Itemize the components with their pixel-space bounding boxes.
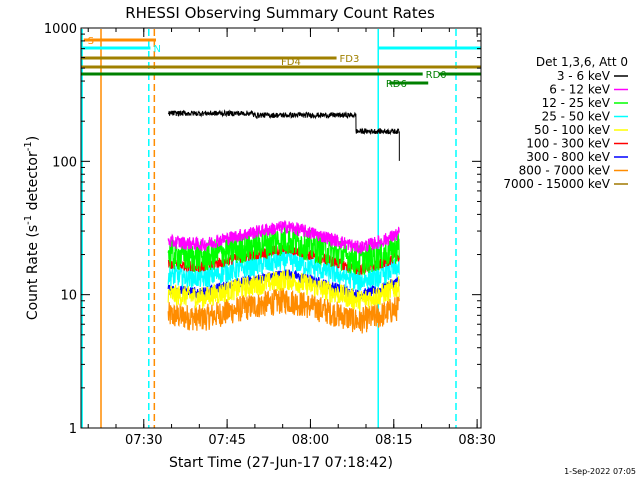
series-line xyxy=(167,287,400,334)
legend-entry-label: 50 - 100 keV xyxy=(534,123,611,137)
flag-label: S xyxy=(88,36,94,47)
x-tick-label: 08:15 xyxy=(375,433,412,448)
series-line xyxy=(167,269,400,312)
y-tick-label: 10 xyxy=(60,289,77,304)
series-line xyxy=(167,220,400,254)
legend-entry-label: 7000 - 15000 keV xyxy=(503,177,610,191)
legend-entry-label: 800 - 7000 keV xyxy=(519,164,611,178)
y-tick-label: 1000 xyxy=(44,22,77,37)
chart-title: RHESSI Observing Summary Count Rates xyxy=(125,4,435,22)
timestamp: 1-Sep-2022 07:05 xyxy=(564,467,636,476)
y-axis-label-sup1: -1 xyxy=(23,215,34,225)
x-tick-label: 08:00 xyxy=(292,433,329,448)
legend-entry-label: 3 - 6 keV xyxy=(557,69,611,83)
legend-entry-label: 25 - 50 keV xyxy=(542,110,611,124)
flag-label: N xyxy=(153,44,160,55)
series-line xyxy=(167,249,400,291)
x-tick-label: 07:45 xyxy=(208,433,245,448)
plot-frame xyxy=(80,27,482,429)
series-line xyxy=(167,109,400,136)
y-axis-label-mid: detector xyxy=(25,151,41,215)
flag-label: RD0 xyxy=(426,70,447,81)
legend-header: Det 1,3,6, Att 0 xyxy=(536,55,628,69)
flag-label: FD3 xyxy=(340,54,360,65)
y-axis-label-main: Count Rate (s xyxy=(25,225,41,320)
x-tick-label: 08:30 xyxy=(458,433,495,448)
legend-entry-label: 300 - 800 keV xyxy=(526,150,610,164)
data-layer xyxy=(81,29,457,428)
y-tick-label: 1 xyxy=(69,422,77,437)
legend-entry-label: 100 - 300 keV xyxy=(526,137,610,151)
x-tick-label: 07:30 xyxy=(125,433,162,448)
legend-entry-label: 6 - 12 keV xyxy=(549,83,611,97)
legend-entry-label: 12 - 25 keV xyxy=(542,96,611,110)
flag-label: RD6 xyxy=(386,79,407,90)
y-axis-label-sup2: -1 xyxy=(23,141,34,151)
axes: 07:30 07:45 08:00 08:15 08:30 1 10 100 1000 xyxy=(44,22,496,448)
y-axis-label-end: ) xyxy=(25,136,41,141)
y-tick-label: 100 xyxy=(52,155,77,170)
y-axis-label: Count Rate (s-1 detector-1) xyxy=(23,136,41,320)
flag-bars: S N FD3 FD4 RD0 RD6 xyxy=(81,36,481,90)
flag-label: FD4 xyxy=(281,57,301,68)
x-axis-label: Start Time (27-Jun-17 07:18:42) xyxy=(169,455,393,471)
